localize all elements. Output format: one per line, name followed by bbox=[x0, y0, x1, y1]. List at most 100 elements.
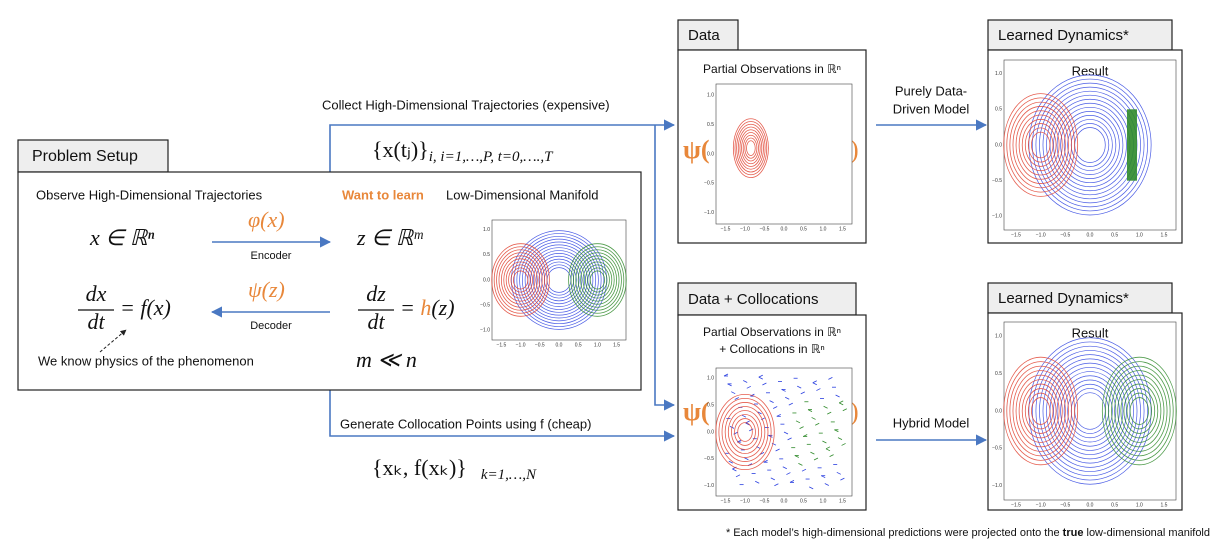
collocation bbox=[835, 394, 840, 398]
x-tick-label: −1.5 bbox=[721, 498, 731, 504]
trajectory bbox=[577, 255, 618, 305]
arrow-label: Purely Data- bbox=[895, 83, 967, 98]
collocation bbox=[758, 374, 763, 378]
collocation bbox=[773, 406, 778, 409]
x-tick-label: 1.5 bbox=[839, 226, 846, 232]
x-tick-label: −0.5 bbox=[760, 226, 770, 232]
collocation bbox=[782, 466, 787, 470]
x-tick-label: 0.5 bbox=[1111, 232, 1118, 238]
x-tick-label: −1.0 bbox=[740, 498, 750, 504]
collocation bbox=[757, 411, 762, 415]
collocation bbox=[816, 388, 821, 391]
trajectory bbox=[734, 418, 756, 446]
text: * Each model’s high-dimensional predicti… bbox=[726, 527, 1063, 539]
trajectory bbox=[530, 250, 588, 310]
y-tick-label: 0.5 bbox=[483, 252, 490, 258]
trajectory bbox=[493, 246, 548, 314]
tab-title: Learned Dynamics* bbox=[998, 27, 1129, 44]
trajectory bbox=[1006, 361, 1075, 461]
z-space: z ∈ ℝᵐ bbox=[356, 225, 423, 250]
collocation bbox=[834, 429, 839, 433]
collocation bbox=[842, 408, 847, 412]
tab bbox=[987, 19, 1173, 51]
arrow-label: Driven Model bbox=[893, 101, 970, 116]
y-tick-label: −0.5 bbox=[704, 181, 714, 187]
trajectory bbox=[522, 241, 596, 319]
collocation bbox=[775, 448, 780, 452]
trajectory bbox=[568, 243, 627, 317]
collocation bbox=[774, 483, 779, 487]
h: h bbox=[420, 295, 431, 320]
trajectory bbox=[1126, 392, 1153, 430]
encoder-fn: φ(x) bbox=[248, 207, 285, 232]
y-tick-label: 0.0 bbox=[995, 408, 1002, 414]
collocation bbox=[824, 483, 829, 486]
x-tick-label: 0.0 bbox=[781, 498, 788, 504]
trajectory bbox=[575, 252, 620, 308]
collocation bbox=[825, 446, 831, 450]
plot: Result −1.5 −1.0 −0.5 0.0 0.5 1.0 1.5 1.0 0.5 0.0 −… bbox=[992, 321, 1177, 508]
trajectory bbox=[1101, 356, 1177, 466]
plot: −1.5 −1.0 −0.5 0.0 0.5 1.0 1.5 1.0 0.5 0.0 −0.5 −1.… bbox=[704, 367, 853, 504]
trajectory bbox=[1012, 370, 1069, 452]
trajectory bbox=[1063, 379, 1117, 443]
trajectory bbox=[1060, 375, 1120, 447]
trajectory bbox=[718, 397, 772, 466]
formula: {xₖ, f(xₖ)} bbox=[372, 455, 467, 480]
plot-frame bbox=[491, 219, 627, 341]
dz: dz bbox=[366, 281, 386, 306]
trajectory bbox=[1003, 93, 1079, 197]
trajectory bbox=[739, 129, 763, 167]
collocation bbox=[809, 486, 814, 490]
x-tick-label: 1.5 bbox=[1160, 502, 1167, 508]
y-tick-label: 1.0 bbox=[707, 376, 714, 382]
flows bbox=[329, 119, 988, 446]
trajectory bbox=[1053, 366, 1127, 456]
trajectory bbox=[1042, 90, 1138, 200]
tab-title: Problem Setup bbox=[32, 148, 138, 165]
trajectory bbox=[1053, 102, 1127, 188]
x-tick-label: −1.0 bbox=[1036, 502, 1046, 508]
collocation bbox=[812, 380, 817, 384]
x-tick-label: −1.5 bbox=[1011, 502, 1021, 508]
x-tick-label: −1.0 bbox=[740, 226, 750, 232]
x-tick-label: 1.0 bbox=[820, 226, 827, 232]
x-tick-label: 1.0 bbox=[820, 498, 827, 504]
trajectory bbox=[1028, 337, 1152, 485]
y-tick-label: 0.5 bbox=[707, 122, 714, 128]
plot-title: Result bbox=[1072, 63, 1109, 78]
trajectory bbox=[1111, 370, 1168, 452]
bottom-label: Generate Collocation Points using f (che… bbox=[340, 416, 591, 431]
trajectory bbox=[1056, 106, 1124, 184]
plot-frame bbox=[1003, 59, 1177, 231]
x-tick-label: −0.5 bbox=[1060, 502, 1070, 508]
trajectory bbox=[524, 244, 594, 316]
collocation bbox=[815, 422, 820, 426]
bold: true bbox=[1063, 527, 1084, 539]
top-label: Collect High-Dimensional Trajectories (e… bbox=[322, 97, 610, 112]
collocation bbox=[745, 422, 750, 426]
trajectory bbox=[589, 270, 606, 290]
x-tick-label: −0.5 bbox=[760, 498, 770, 504]
collocation bbox=[734, 397, 739, 400]
trajectory bbox=[535, 255, 583, 305]
trajectory bbox=[587, 267, 608, 293]
trajectory bbox=[746, 140, 756, 156]
dz-rhs: = h(z) bbox=[400, 295, 455, 320]
collocation bbox=[822, 440, 827, 444]
collocation bbox=[827, 411, 832, 415]
collocation bbox=[735, 474, 741, 478]
trajectory bbox=[724, 406, 766, 458]
trajectory bbox=[1009, 365, 1072, 457]
x-tick-label: −1.5 bbox=[1011, 232, 1021, 238]
collocation bbox=[794, 455, 799, 458]
collocation bbox=[769, 400, 774, 403]
trajectory bbox=[1027, 392, 1054, 430]
plot-title: Result bbox=[1072, 325, 1109, 340]
tab bbox=[677, 19, 739, 51]
tab-title: Data + Collocations bbox=[688, 291, 819, 308]
tab bbox=[17, 139, 169, 173]
trajectory bbox=[736, 123, 766, 173]
collocation bbox=[839, 400, 844, 404]
